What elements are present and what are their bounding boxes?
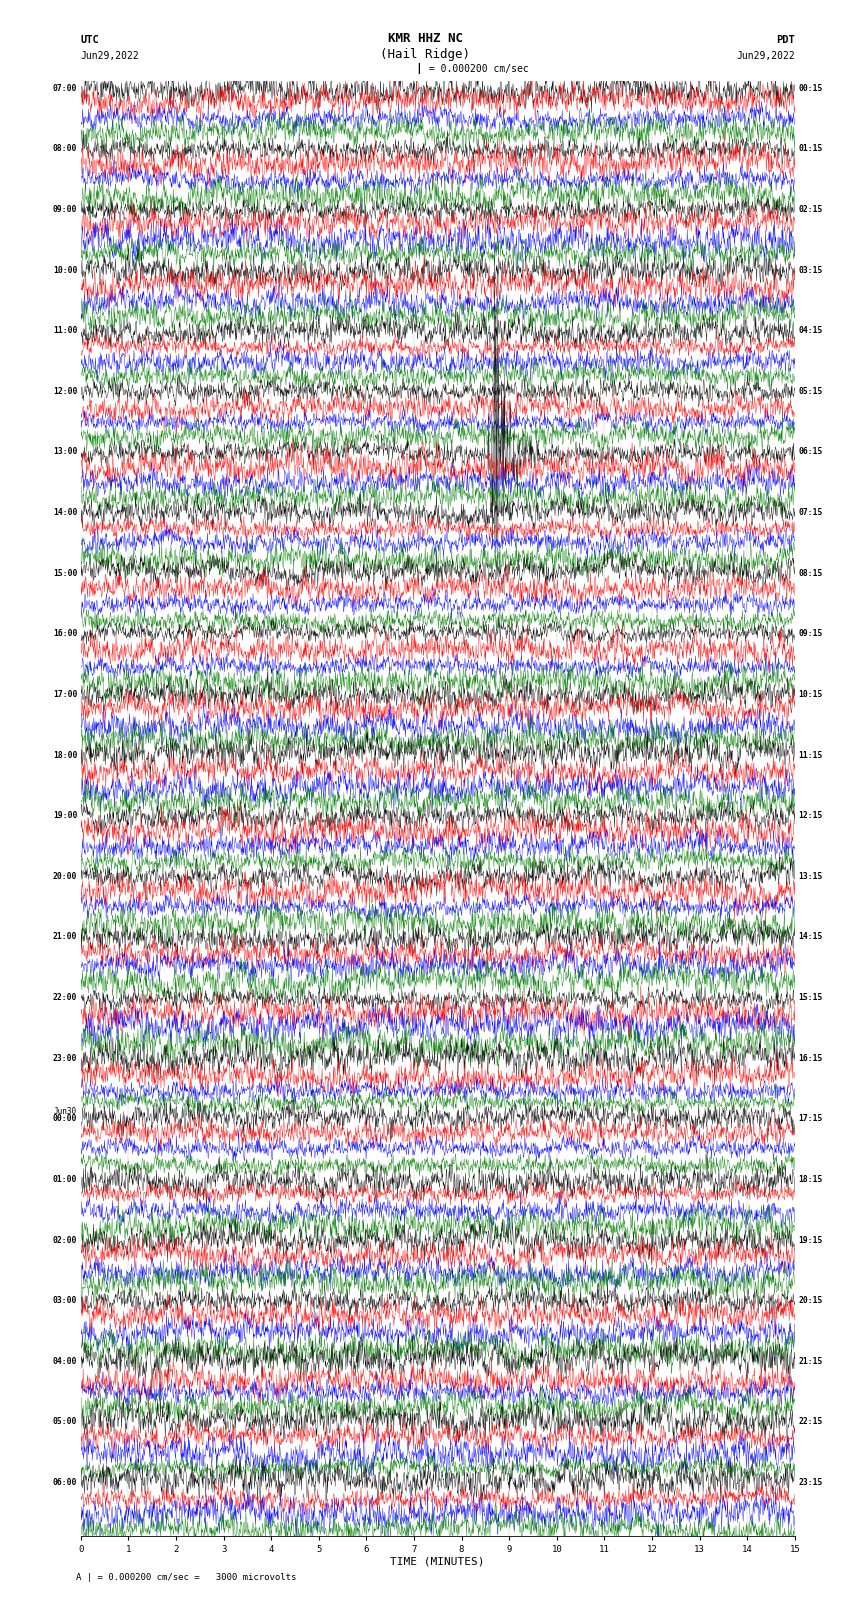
Text: 07:00: 07:00 xyxy=(53,84,77,92)
Text: 14:00: 14:00 xyxy=(53,508,77,518)
Text: 02:15: 02:15 xyxy=(798,205,823,215)
Text: 16:00: 16:00 xyxy=(53,629,77,639)
Text: 22:00: 22:00 xyxy=(53,994,77,1002)
Text: 10:00: 10:00 xyxy=(53,266,77,274)
Text: 08:15: 08:15 xyxy=(798,569,823,577)
Text: 06:15: 06:15 xyxy=(798,447,823,456)
Text: 20:15: 20:15 xyxy=(798,1297,823,1305)
Text: 01:15: 01:15 xyxy=(798,144,823,153)
Text: 08:00: 08:00 xyxy=(53,144,77,153)
Text: 20:00: 20:00 xyxy=(53,871,77,881)
X-axis label: TIME (MINUTES): TIME (MINUTES) xyxy=(390,1557,485,1566)
Text: 21:00: 21:00 xyxy=(53,932,77,942)
Text: = 0.000200 cm/sec: = 0.000200 cm/sec xyxy=(423,65,529,74)
Text: 09:00: 09:00 xyxy=(53,205,77,215)
Text: |: | xyxy=(416,63,422,74)
Text: 23:00: 23:00 xyxy=(53,1053,77,1063)
Text: 16:15: 16:15 xyxy=(798,1053,823,1063)
Text: 17:15: 17:15 xyxy=(798,1115,823,1123)
Text: UTC: UTC xyxy=(81,35,99,45)
Text: 04:00: 04:00 xyxy=(53,1357,77,1366)
Text: 11:15: 11:15 xyxy=(798,750,823,760)
Text: 18:00: 18:00 xyxy=(53,750,77,760)
Text: 10:15: 10:15 xyxy=(798,690,823,698)
Text: 19:15: 19:15 xyxy=(798,1236,823,1245)
Text: 12:00: 12:00 xyxy=(53,387,77,395)
Text: 05:00: 05:00 xyxy=(53,1418,77,1426)
Text: 09:15: 09:15 xyxy=(798,629,823,639)
Text: 02:00: 02:00 xyxy=(53,1236,77,1245)
Text: Jun29,2022: Jun29,2022 xyxy=(81,52,139,61)
Text: 14:15: 14:15 xyxy=(798,932,823,942)
Text: 03:15: 03:15 xyxy=(798,266,823,274)
Text: 23:15: 23:15 xyxy=(798,1478,823,1487)
Text: 11:00: 11:00 xyxy=(53,326,77,336)
Text: KMR HHZ NC: KMR HHZ NC xyxy=(388,32,462,45)
Text: (Hail Ridge): (Hail Ridge) xyxy=(380,48,470,61)
Text: 00:15: 00:15 xyxy=(798,84,823,92)
Text: 13:15: 13:15 xyxy=(798,871,823,881)
Text: 19:00: 19:00 xyxy=(53,811,77,819)
Text: 18:15: 18:15 xyxy=(798,1174,823,1184)
Text: Jun29,2022: Jun29,2022 xyxy=(736,52,795,61)
Text: 13:00: 13:00 xyxy=(53,447,77,456)
Text: 15:15: 15:15 xyxy=(798,994,823,1002)
Text: 05:15: 05:15 xyxy=(798,387,823,395)
Text: 12:15: 12:15 xyxy=(798,811,823,819)
Text: 07:15: 07:15 xyxy=(798,508,823,518)
Text: 06:00: 06:00 xyxy=(53,1478,77,1487)
Text: Jun30: Jun30 xyxy=(54,1107,77,1116)
Text: 21:15: 21:15 xyxy=(798,1357,823,1366)
Text: 00:00: 00:00 xyxy=(53,1115,77,1123)
Text: 17:00: 17:00 xyxy=(53,690,77,698)
Text: PDT: PDT xyxy=(776,35,795,45)
Text: 04:15: 04:15 xyxy=(798,326,823,336)
Text: A | = 0.000200 cm/sec =   3000 microvolts: A | = 0.000200 cm/sec = 3000 microvolts xyxy=(76,1573,297,1582)
Text: 01:00: 01:00 xyxy=(53,1174,77,1184)
Text: 22:15: 22:15 xyxy=(798,1418,823,1426)
Text: 03:00: 03:00 xyxy=(53,1297,77,1305)
Text: 15:00: 15:00 xyxy=(53,569,77,577)
